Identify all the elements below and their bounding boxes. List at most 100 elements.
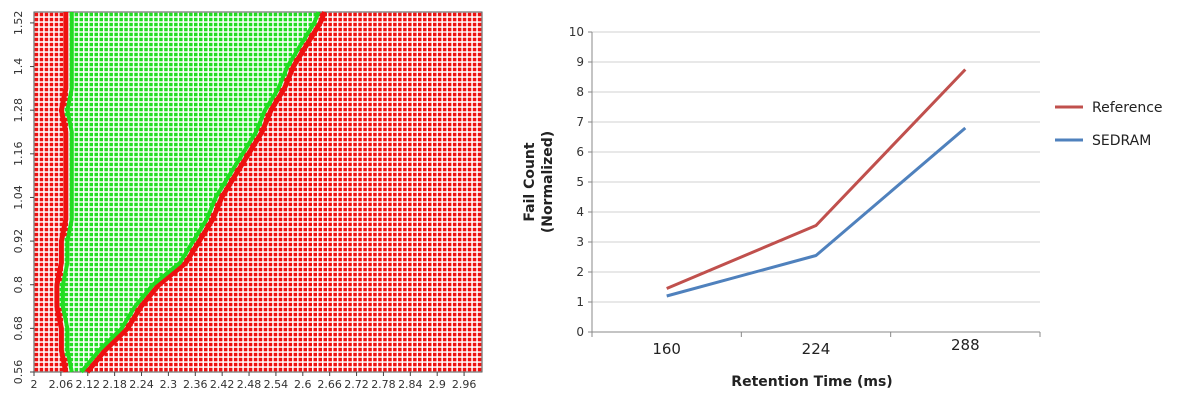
shmoo-cell-pass <box>129 302 133 307</box>
shmoo-cell-pass <box>204 172 208 177</box>
shmoo-cell-pass <box>139 287 143 292</box>
shmoo-cell-fail <box>303 207 307 212</box>
shmoo-cell-fail <box>318 212 322 217</box>
shmoo-cell-pass <box>129 137 133 142</box>
shmoo-cell-fail <box>403 307 407 312</box>
shmoo-cell-pass <box>174 137 178 142</box>
shmoo-cell-pass <box>209 117 213 122</box>
shmoo-cell-fail <box>348 357 352 362</box>
shmoo-cell-fail <box>433 327 437 332</box>
shmoo-cell-fail <box>39 282 44 287</box>
shmoo-cell-fail <box>283 207 288 212</box>
shmoo-cell-fail <box>54 337 59 342</box>
shmoo-cell-fail <box>323 287 327 292</box>
shmoo-cell-pass <box>159 162 163 167</box>
shmoo-cell-fail <box>428 167 432 172</box>
shmoo-cell-fail <box>283 157 288 162</box>
shmoo-cell-pass <box>174 152 178 157</box>
shmoo-cell-fail <box>462 187 467 192</box>
shmoo-cell-pass <box>174 97 178 102</box>
shmoo-cell-pass <box>144 102 148 107</box>
shmoo-cell-fail <box>253 247 258 252</box>
shmoo-cell-fail <box>398 157 402 162</box>
shmoo-cell-fail <box>223 312 228 317</box>
shmoo-cell-pass <box>139 157 143 162</box>
shmoo-cell-pass <box>139 272 143 277</box>
shmoo-cell-fail <box>413 282 417 287</box>
shmoo-cell-fail <box>313 127 317 132</box>
shmoo-cell-fail <box>467 312 472 317</box>
shmoo-cell-pass <box>99 237 103 242</box>
shmoo-cell-fail <box>308 172 312 177</box>
shmoo-cell-fail <box>199 342 203 347</box>
shmoo-cell-pass <box>194 92 198 97</box>
shmoo-cell-fail <box>373 352 377 357</box>
shmoo-cell-pass <box>174 172 178 177</box>
shmoo-cell-fail <box>278 317 283 322</box>
shmoo-cell-fail <box>388 332 392 337</box>
shmoo-cell-pass <box>189 157 193 162</box>
shmoo-cell-fail <box>253 362 258 367</box>
shmoo-cell-fail <box>413 222 417 227</box>
shmoo-cell-fail <box>338 177 342 182</box>
shmoo-cell-fail <box>39 222 44 227</box>
shmoo-cell-fail <box>358 337 362 342</box>
shmoo-cell-pass <box>79 187 83 192</box>
shmoo-cell-fail <box>209 302 213 307</box>
shmoo-cell-fail <box>373 322 377 327</box>
shmoo-cell-fail <box>273 317 278 322</box>
shmoo-cell-fail <box>293 222 298 227</box>
shmoo-cell-fail <box>194 347 198 352</box>
shmoo-cell-fail <box>373 97 377 102</box>
shmoo-cell-fail <box>54 137 59 142</box>
shmoo-cell-pass <box>129 247 133 252</box>
shmoo-cell-pass <box>189 237 193 242</box>
shmoo-cell-fail <box>59 277 64 282</box>
shmoo-cell-fail <box>298 237 303 242</box>
shmoo-cell-fail <box>437 217 442 222</box>
shmoo-cell-fail <box>343 132 347 137</box>
shmoo-cell-fail <box>447 152 452 157</box>
shmoo-cell-fail <box>383 192 387 197</box>
shmoo-cell-fail <box>442 347 447 352</box>
shmoo-cell-pass <box>199 127 203 132</box>
shmoo-cell-pass <box>263 102 268 107</box>
shmoo-cell-fail <box>253 302 258 307</box>
shmoo-cell-pass <box>144 127 148 132</box>
shmoo-cell-fail <box>204 347 208 352</box>
shmoo-cell-fail <box>348 112 352 117</box>
shmoo-cell-fail <box>398 367 402 372</box>
shmoo-cell-fail <box>368 147 372 152</box>
shmoo-cell-fail <box>263 137 268 142</box>
shmoo-cell-fail <box>373 137 377 142</box>
shmoo-cell-fail <box>318 287 322 292</box>
shmoo-cell-fail <box>398 257 402 262</box>
shmoo-cell-fail <box>462 152 467 157</box>
shmoo-cell-fail <box>428 212 432 217</box>
shmoo-cell-fail <box>258 337 263 342</box>
shmoo-cell-pass <box>139 182 143 187</box>
shmoo-cell-fail <box>358 167 362 172</box>
shmoo-cell-fail <box>273 282 278 287</box>
shmoo-cell-fail <box>418 107 422 112</box>
shmoo-cell-fail <box>238 237 243 242</box>
shmoo-cell-pass <box>189 202 193 207</box>
shmoo-cell-fail <box>477 242 482 247</box>
shmoo-cell-fail <box>333 202 337 207</box>
shmoo-cell-fail <box>308 357 312 362</box>
shmoo-cell-fail <box>437 262 442 267</box>
shmoo-cell-fail <box>437 202 442 207</box>
shmoo-cell-fail <box>139 312 143 317</box>
shmoo-cell-fail <box>303 347 307 352</box>
shmoo-cell-fail <box>34 297 39 302</box>
shmoo-cell-fail <box>238 362 243 367</box>
shmoo-cell-fail <box>378 252 382 257</box>
shmoo-cell-pass <box>79 217 83 222</box>
shmoo-cell-fail <box>313 277 317 282</box>
shmoo-cell-fail <box>472 317 477 322</box>
shmoo-cell-fail <box>413 277 417 282</box>
shmoo-cell-fail <box>423 157 427 162</box>
shmoo-cell-pass <box>238 137 243 142</box>
shmoo-cell-fail <box>278 142 283 147</box>
shmoo-cell-pass <box>119 237 123 242</box>
